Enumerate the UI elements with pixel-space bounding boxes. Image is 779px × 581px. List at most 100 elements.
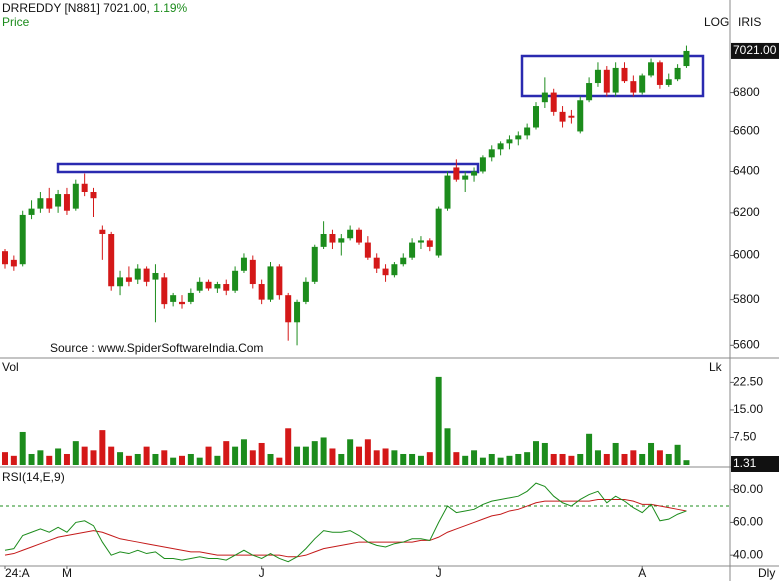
volume-bar <box>276 457 283 465</box>
volume-bar <box>72 441 79 465</box>
volume-bar <box>117 452 124 465</box>
volume-bar <box>329 448 336 465</box>
rsi-line <box>4 482 687 563</box>
y-tick-label: 6600 <box>733 124 760 138</box>
y-tick-label: 80.00 <box>733 482 763 496</box>
volume-bar <box>488 453 495 465</box>
candle-body <box>479 157 486 172</box>
candle-body <box>639 75 646 93</box>
candle-body <box>462 175 469 180</box>
volume-bar <box>285 428 292 465</box>
candle-body <box>586 83 593 101</box>
annotation-box <box>56 162 480 174</box>
volume-bar <box>258 442 265 465</box>
volume-bar <box>187 453 194 465</box>
symbol-text: DRREDDY [N881] 7021.00, <box>2 1 150 15</box>
candle-body <box>648 62 655 76</box>
candle-body <box>81 183 88 192</box>
volume-bar <box>28 453 35 465</box>
volume-bar <box>179 455 185 465</box>
volume-bar <box>417 455 424 465</box>
volume-bar <box>621 453 628 465</box>
candle-body <box>568 115 575 118</box>
volume-bar <box>356 446 362 465</box>
volume-bar <box>134 453 141 465</box>
volume-bar <box>559 453 566 465</box>
volume-bar <box>665 453 672 465</box>
x-tick-label: J <box>259 566 265 580</box>
candle-body <box>612 67 619 93</box>
volume-bar <box>400 453 407 465</box>
volume-bar <box>2 452 8 465</box>
candle-body <box>134 268 141 280</box>
y-tick-label: 15.00 <box>733 402 763 416</box>
y-tick-label: 40.00 <box>733 547 763 561</box>
candle-body <box>594 69 601 84</box>
x-tick-label: A <box>638 566 646 580</box>
volume-bar <box>63 453 70 465</box>
y-tick-label: 6000 <box>733 248 760 262</box>
source: Source : www.SpiderSoftwareIndia.Com <box>50 341 263 355</box>
candle-body <box>125 277 132 282</box>
annotation-box <box>520 54 705 98</box>
volume-bar <box>444 428 451 465</box>
volume-bar <box>577 453 584 465</box>
candle-body <box>108 233 115 287</box>
volume-bar <box>170 457 177 465</box>
volume-bar <box>656 450 663 465</box>
volume-bar <box>533 441 539 465</box>
volume-bar <box>223 441 230 465</box>
volume-bar <box>630 450 637 465</box>
candle-body <box>577 100 584 132</box>
candle-body <box>373 257 380 269</box>
volume-bar <box>364 439 371 465</box>
candle-body <box>214 284 221 289</box>
candle-body <box>28 208 35 215</box>
volume-bar <box>426 452 433 465</box>
candle-body <box>249 259 256 285</box>
candle-body <box>223 284 230 291</box>
volume-bar <box>479 457 486 465</box>
candle-body <box>400 257 407 265</box>
candle-body <box>10 259 17 267</box>
y-tick-label: 7.50 <box>733 430 757 444</box>
volume-bar <box>81 446 88 465</box>
volume-bar <box>55 448 62 465</box>
x-tick-label: J <box>436 566 442 580</box>
volume-bar <box>143 446 150 465</box>
candle-body <box>391 264 398 276</box>
candle-body <box>196 281 203 291</box>
y-tick-label: 6800 <box>733 85 760 99</box>
volume-bar <box>568 455 575 465</box>
candle-body <box>187 292 194 302</box>
volume-bar <box>320 437 327 465</box>
volume-bar <box>594 450 601 465</box>
volume-bar <box>99 430 106 465</box>
candle-body <box>338 238 345 243</box>
candle-body <box>541 92 548 103</box>
volume-bar <box>497 457 504 465</box>
x-tick-label: 24:A <box>5 566 30 580</box>
rsi-line <box>4 498 687 558</box>
volume-bar <box>249 450 256 465</box>
volume-bar <box>391 450 398 465</box>
volume-bar <box>294 446 301 465</box>
y-tick-label: 6200 <box>733 205 760 219</box>
candle-body <box>417 240 424 243</box>
last-value-label: 1.31 <box>733 456 757 470</box>
symbol: DRREDDY [N881] 7021.00, 1.19% <box>2 1 188 15</box>
candle-body <box>382 268 389 276</box>
candle-body <box>258 284 265 300</box>
candle-body <box>117 277 124 287</box>
volume-bar <box>612 442 619 465</box>
volume-bar <box>10 455 17 465</box>
volume-bar <box>462 455 469 465</box>
volume-bar <box>302 446 309 465</box>
volume-bar <box>603 453 610 465</box>
candle-body <box>497 143 504 150</box>
x-tick-label: M <box>62 566 72 580</box>
candle-body <box>276 266 283 296</box>
volume-bar <box>639 453 646 465</box>
candle-body <box>603 69 610 93</box>
